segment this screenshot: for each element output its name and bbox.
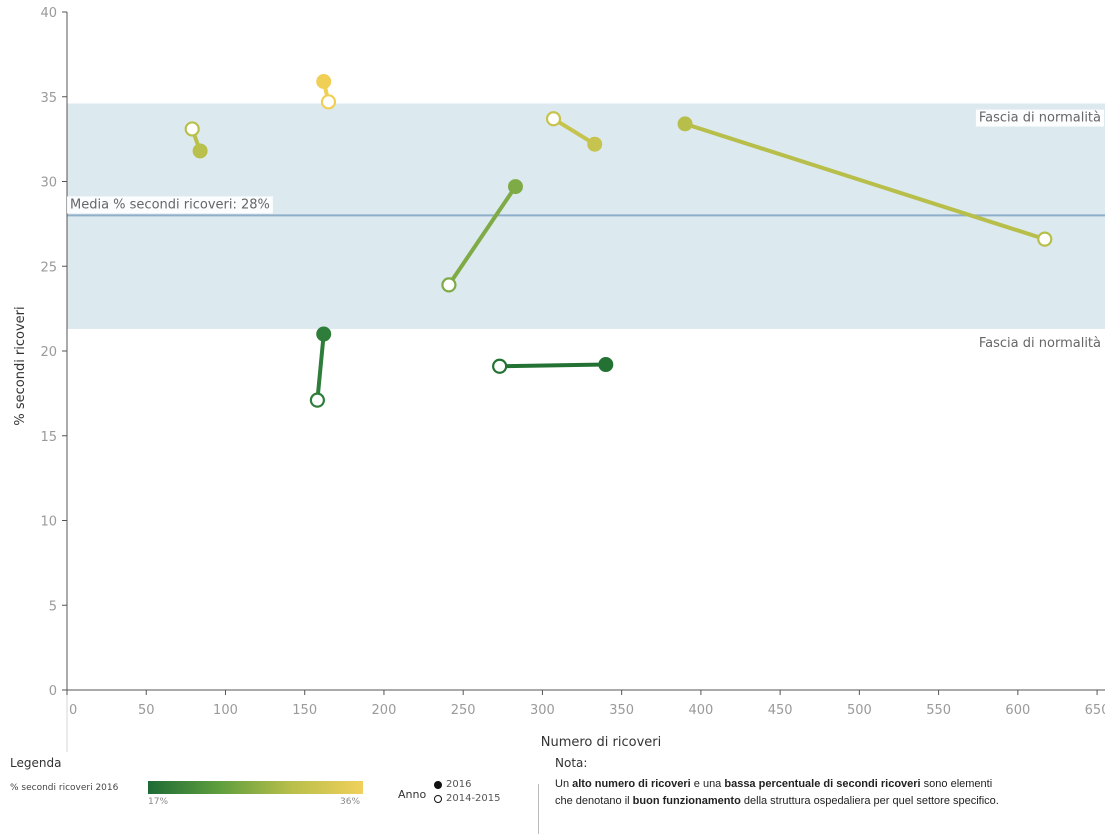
x-tick-label: 600 (1005, 703, 1030, 718)
band-upper-label: Fascia di normalità (979, 111, 1101, 126)
color-scale-min: 17% (148, 797, 169, 807)
x-tick-label: 0 (69, 703, 77, 718)
x-tick-label: 500 (847, 703, 872, 718)
nota-text: sono elementi (920, 778, 993, 790)
point-2016 (316, 326, 332, 342)
point-2016 (507, 179, 523, 195)
band-lower-label: Fascia di normalità (979, 336, 1101, 351)
mean-line-label-background (67, 196, 273, 214)
y-axis-title: % secondi ricoveri (13, 306, 28, 425)
point-2016 (192, 143, 208, 159)
y-tick-label: 10 (40, 515, 57, 530)
y-tick-label: 5 (49, 599, 57, 614)
color-scale-max: 36% (340, 797, 361, 807)
y-tick-label: 35 (40, 91, 57, 106)
nota-text: e una (690, 778, 725, 790)
filled-circle-icon (434, 780, 442, 789)
y-tick-label: 20 (40, 345, 57, 360)
year-legend-label: Anno (398, 788, 427, 801)
nota-text: della struttura ospedaliera per quel set… (740, 795, 999, 807)
year-legend-2014-2015: 2014-2015 (434, 793, 501, 804)
band-upper-label-background (975, 109, 1104, 127)
x-tick-label: 200 (372, 703, 397, 718)
band-lower-label-background (975, 334, 1104, 352)
mean-line-label: Media % secondi ricoveri: 28% (70, 197, 270, 212)
y-tick-label: 30 (40, 176, 57, 191)
point-2016 (587, 136, 603, 152)
connector-line (683, 121, 1047, 242)
y-tick-label: 0 (49, 684, 57, 699)
x-tick-label: 50 (138, 703, 155, 718)
color-scale-gradient (148, 781, 363, 794)
nota-text: che denotano il (555, 795, 633, 807)
color-scale-label: % secondi ricoveri 2016 (10, 783, 119, 793)
x-tick-label: 650 (1085, 703, 1105, 718)
nota-line-2: che denotano il buon funzionamento della… (555, 795, 999, 807)
x-tick-label: 150 (292, 703, 317, 718)
point-2016 (677, 116, 693, 132)
connector-line (551, 116, 597, 147)
x-tick-label: 100 (213, 703, 238, 718)
marks-layer (184, 73, 1053, 408)
y-tick-label: 40 (40, 6, 57, 21)
legend-title: Legenda (10, 756, 62, 770)
point-2014-2015 (184, 121, 200, 137)
year-legend-2016: 2016 (434, 779, 471, 790)
year-legend-2016-label: 2016 (446, 779, 472, 790)
nota-text: Un (555, 778, 573, 790)
x-tick-label: 400 (688, 703, 713, 718)
y-tick-label: 15 (40, 430, 57, 445)
nota-bold: bassa percentuale di secondi ricoveri (724, 778, 921, 790)
x-tick-label: 550 (926, 703, 951, 718)
x-tick-label: 450 (768, 703, 793, 718)
point-2014-2015 (320, 94, 337, 110)
y-tick-label: 25 (40, 260, 57, 275)
connector-line (315, 332, 326, 403)
x-tick-label: 350 (609, 703, 634, 718)
labels-layer: Media % secondi ricoveri: 28% Fascia di n… (67, 109, 1104, 352)
legend-divider (538, 784, 539, 834)
nota-bold: buon funzionamento (632, 795, 741, 807)
point-2016 (316, 73, 332, 89)
nota-line-1: Un alto numero di ricoveri e una bassa p… (555, 778, 992, 790)
connector-line (446, 184, 518, 287)
legend-panel: Legenda % secondi ricoveri 2016 17% 36% … (10, 754, 1100, 838)
x-axis-title: Numero di ricoveri (541, 735, 661, 750)
nota-bold: alto numero di ricoveri (572, 778, 691, 790)
x-tick-label: 300 (530, 703, 555, 718)
point-2014-2015 (309, 392, 325, 408)
point-2014-2015 (1037, 231, 1053, 247)
nota-title: Nota: (555, 756, 588, 770)
point-2014-2015 (492, 358, 508, 374)
point-2014-2015 (545, 111, 562, 127)
open-circle-icon (434, 794, 442, 803)
connector-line (497, 362, 608, 369)
point-2014-2015 (441, 277, 457, 293)
point-2016 (598, 357, 614, 373)
x-tick-label: 250 (451, 703, 476, 718)
year-legend-2014-2015-label: 2014-2015 (446, 793, 501, 804)
